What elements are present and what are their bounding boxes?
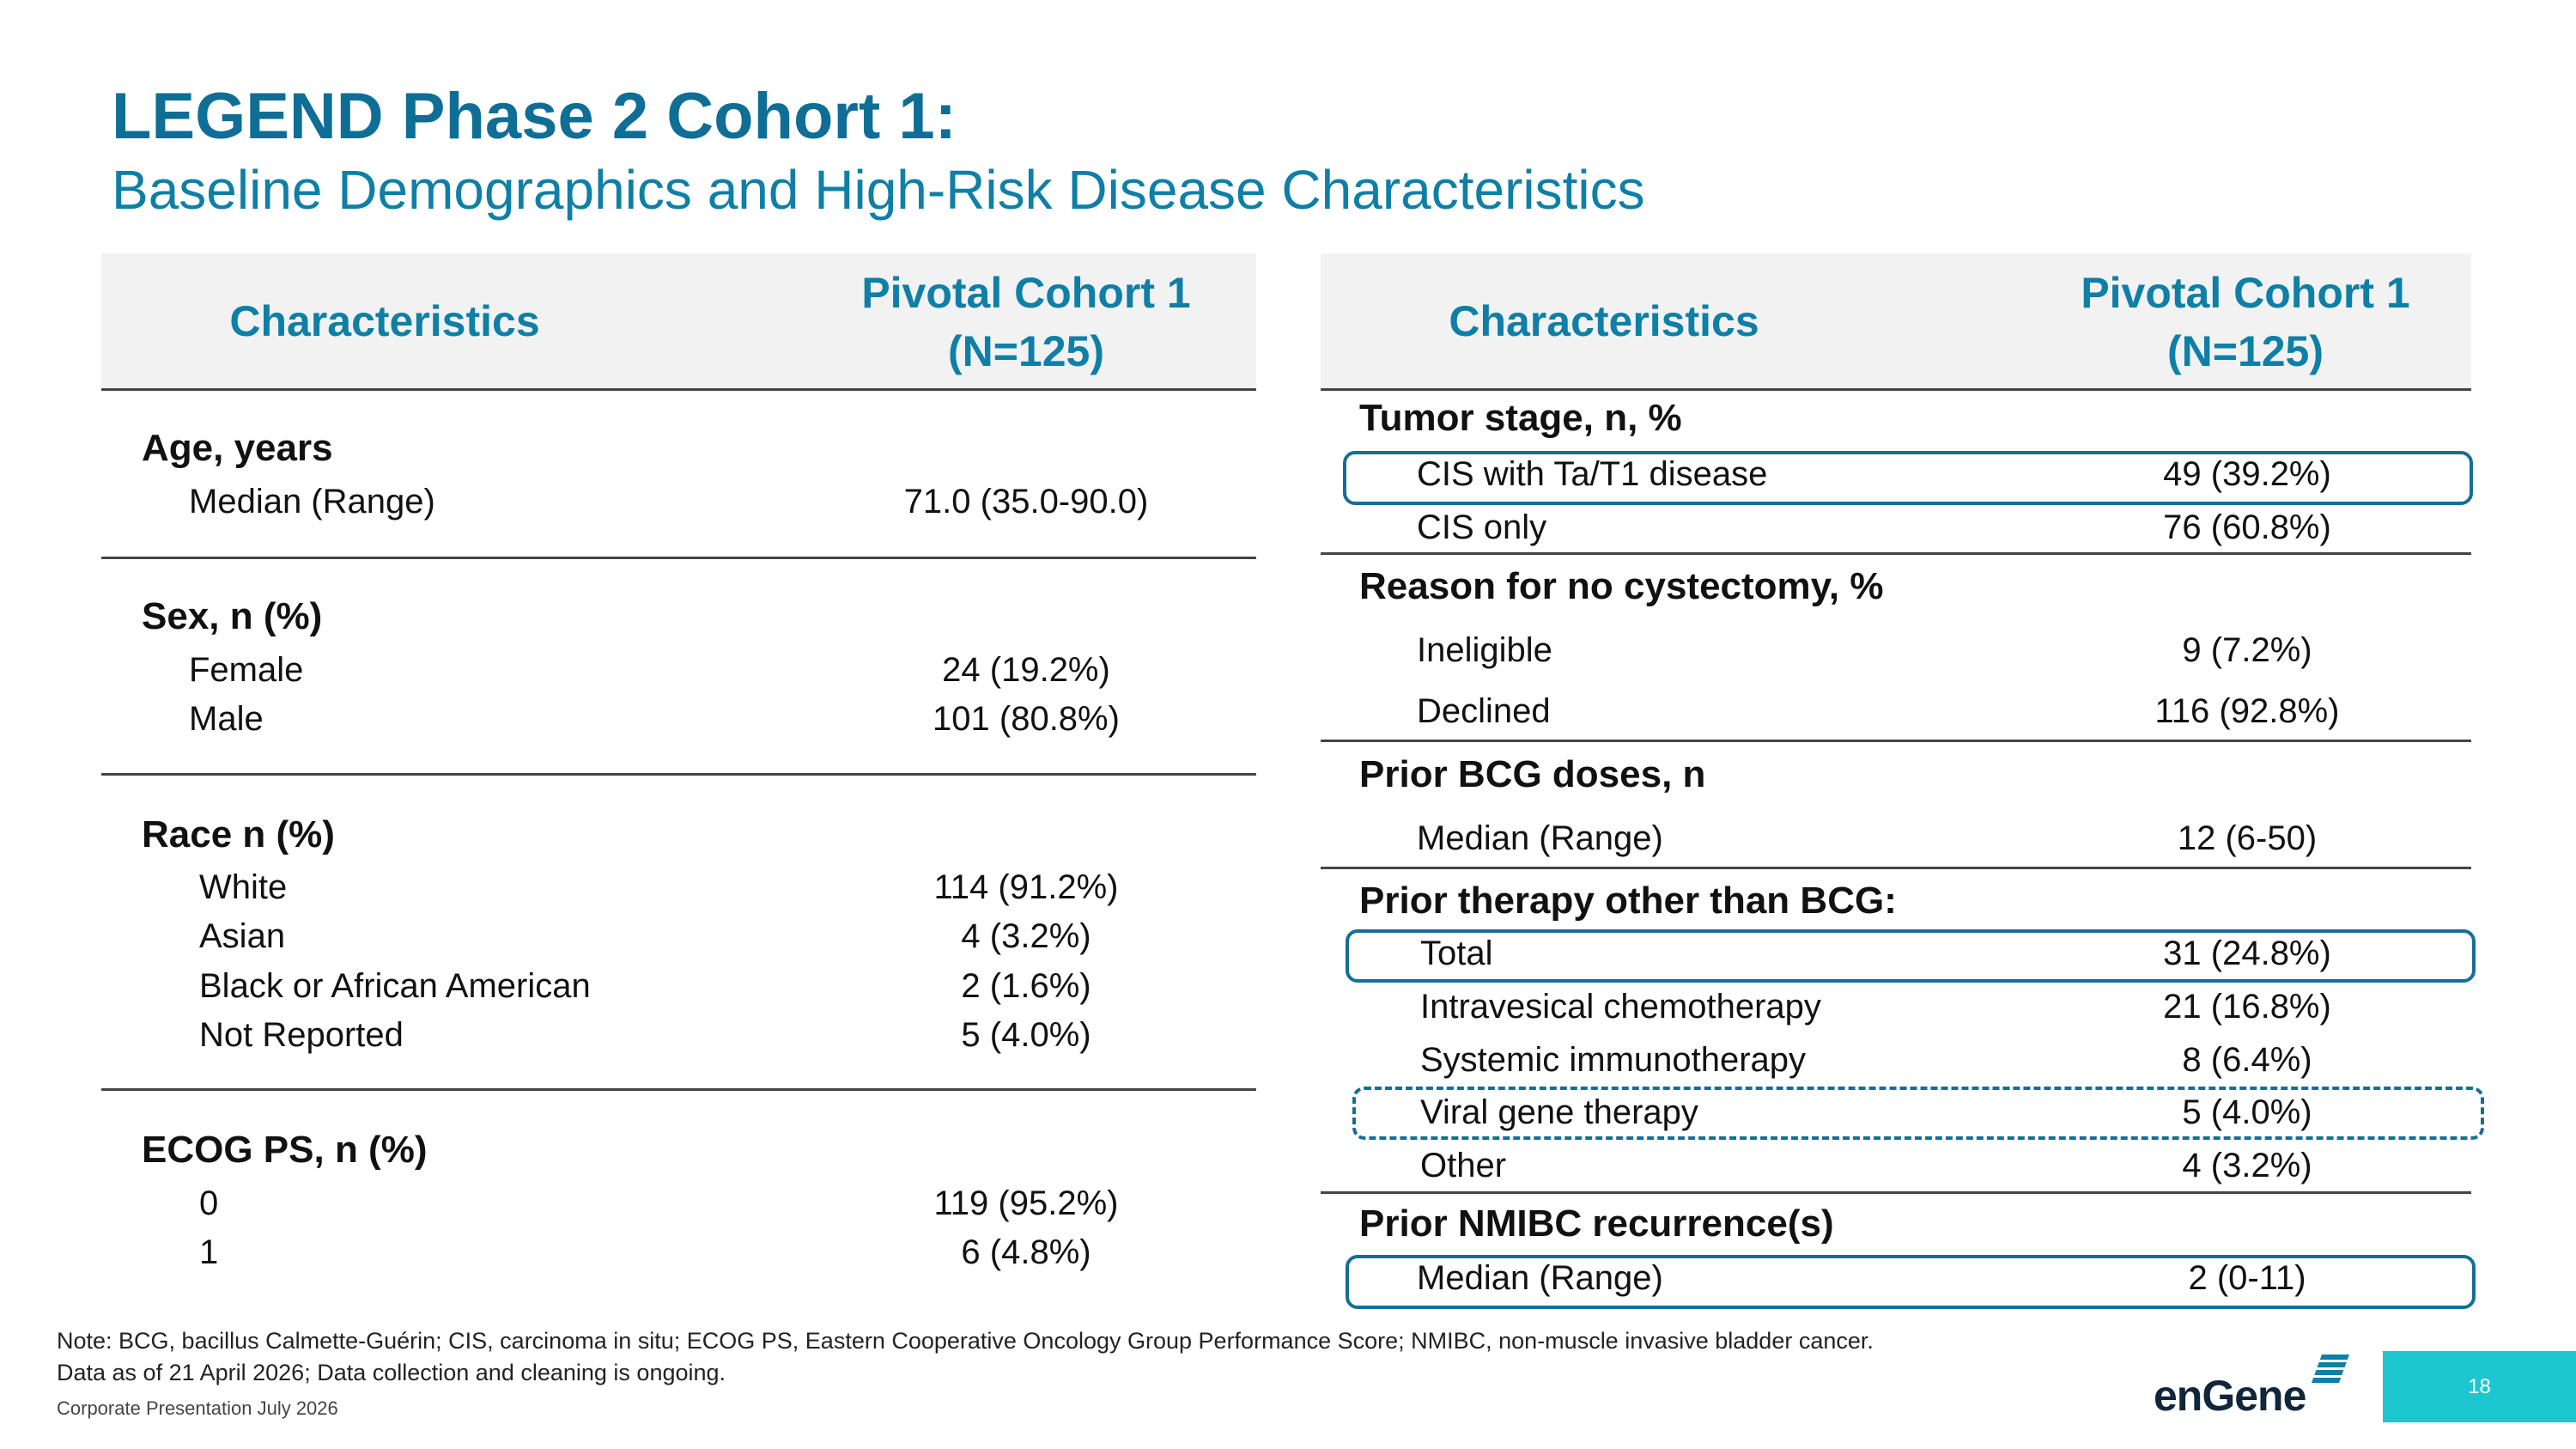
row-value-male: 101 (80.8%)	[933, 700, 1120, 738]
right-section-nmibc: Prior NMIBC recurrence(s)	[1359, 1202, 1834, 1245]
row-value-asian: 4 (3.2%)	[961, 917, 1091, 955]
right-divider-3	[1321, 867, 2471, 869]
row-label-white: White	[199, 868, 288, 906]
left-header-divider	[101, 388, 1256, 391]
row-value-white: 114 (91.2%)	[933, 868, 1119, 906]
page-number-tab: 18	[2383, 1351, 2576, 1422]
row-value-ecog-1: 6 (4.8%)	[961, 1233, 1091, 1271]
right-header-characteristics: Characteristics	[1449, 297, 1759, 345]
left-section-sex: Sex, n (%)	[142, 595, 323, 637]
row-value-ineligible: 9 (7.2%)	[2182, 631, 2312, 669]
row-label-total: Total	[1420, 935, 1493, 972]
row-label-intravesical: Intravesical chemotherapy	[1420, 988, 1821, 1026]
row-value-cis-ta-t1: 49 (39.2%)	[2163, 455, 2331, 493]
footnote-abbreviations: Note: BCG, bacillus Calmette-Guérin; CIS…	[57, 1328, 1874, 1354]
right-divider-1	[1321, 552, 2471, 555]
left-divider-2	[101, 773, 1256, 776]
left-header-cohort-line2: (N=125)	[947, 327, 1105, 375]
row-label-declined: Declined	[1417, 692, 1551, 730]
right-section-no-cystectomy: Reason for no cystectomy, %	[1359, 565, 1884, 607]
row-value-not-reported: 5 (4.0%)	[961, 1016, 1091, 1054]
row-value-total: 31 (24.8%)	[2163, 935, 2331, 972]
row-value-viral-gene: 5 (4.0%)	[2182, 1093, 2312, 1131]
row-label-systemic: Systemic immunotherapy	[1420, 1041, 1807, 1079]
left-section-age: Age, years	[142, 427, 333, 469]
highlight-viral-gene	[1352, 1087, 2484, 1140]
row-label-age-median: Median (Range)	[189, 483, 435, 521]
row-value-bcg-median: 12 (6-50)	[2177, 819, 2318, 857]
row-value-intravesical: 21 (16.8%)	[2163, 988, 2331, 1026]
highlight-nmibc-median	[1346, 1255, 2476, 1309]
row-label-ecog-1: 1	[199, 1233, 219, 1271]
row-value-ecog-0: 119 (95.2%)	[933, 1184, 1119, 1222]
row-label-viral-gene: Viral gene therapy	[1420, 1093, 1698, 1131]
engene-logo: enGene	[2154, 1372, 2306, 1420]
left-divider-1	[101, 557, 1256, 559]
row-value-other: 4 (3.2%)	[2182, 1147, 2312, 1184]
left-section-ecog: ECOG PS, n (%)	[142, 1129, 428, 1171]
left-table-header	[101, 253, 1256, 389]
right-table-header	[1321, 253, 2471, 389]
row-label-not-reported: Not Reported	[199, 1016, 404, 1054]
row-value-cis-only: 76 (60.8%)	[2163, 508, 2331, 546]
slide-title: LEGEND Phase 2 Cohort 1:	[112, 80, 957, 153]
row-label-nmibc-median: Median (Range)	[1417, 1259, 1663, 1297]
row-label-cis-only: CIS only	[1417, 508, 1547, 546]
page-number: 18	[2468, 1374, 2491, 1398]
row-value-black: 2 (1.6%)	[961, 967, 1091, 1005]
left-header-cohort-line1: Pivotal Cohort 1	[861, 269, 1191, 317]
row-value-female: 24 (19.2%)	[942, 651, 1110, 689]
row-label-female: Female	[189, 651, 304, 689]
highlight-cis-ta-t1	[1343, 451, 2473, 505]
right-section-prior-therapy: Prior therapy other than BCG:	[1359, 880, 1897, 922]
row-label-black: Black or African American	[199, 967, 591, 1005]
row-value-nmibc-median: 2 (0-11)	[2188, 1259, 2306, 1297]
engene-stripes-logo-icon	[2311, 1355, 2349, 1383]
row-label-bcg-median: Median (Range)	[1417, 819, 1663, 857]
row-value-systemic: 8 (6.4%)	[2182, 1041, 2312, 1079]
highlight-total	[1346, 929, 2476, 983]
right-divider-2	[1321, 740, 2471, 742]
row-value-declined: 116 (92.8%)	[2154, 692, 2340, 730]
left-section-race: Race n (%)	[142, 813, 335, 855]
row-label-ecog-0: 0	[199, 1184, 219, 1222]
row-label-asian: Asian	[199, 917, 286, 955]
row-label-ineligible: Ineligible	[1417, 631, 1552, 669]
right-section-prior-bcg: Prior BCG doses, n	[1359, 753, 1706, 795]
footnote-data-cutoff: Data as of 21 April 2026; Data collectio…	[57, 1360, 726, 1385]
footer-presentation-label: Corporate Presentation July 2026	[57, 1397, 338, 1419]
left-divider-3	[101, 1088, 1256, 1091]
row-label-male: Male	[189, 700, 264, 738]
right-section-tumor-stage: Tumor stage, n, %	[1359, 397, 1682, 439]
row-label-other: Other	[1420, 1147, 1507, 1184]
slide-subtitle: Baseline Demographics and High-Risk Dise…	[112, 159, 1645, 221]
left-header-characteristics: Characteristics	[229, 297, 540, 345]
row-value-age-median: 71.0 (35.0-90.0)	[903, 483, 1149, 521]
row-label-cis-ta-t1: CIS with Ta/T1 disease	[1417, 455, 1768, 493]
right-header-cohort-line1: Pivotal Cohort 1	[2081, 269, 2410, 317]
right-divider-4	[1321, 1191, 2471, 1194]
right-header-divider	[1321, 388, 2471, 391]
right-header-cohort-line2: (N=125)	[2166, 327, 2324, 375]
